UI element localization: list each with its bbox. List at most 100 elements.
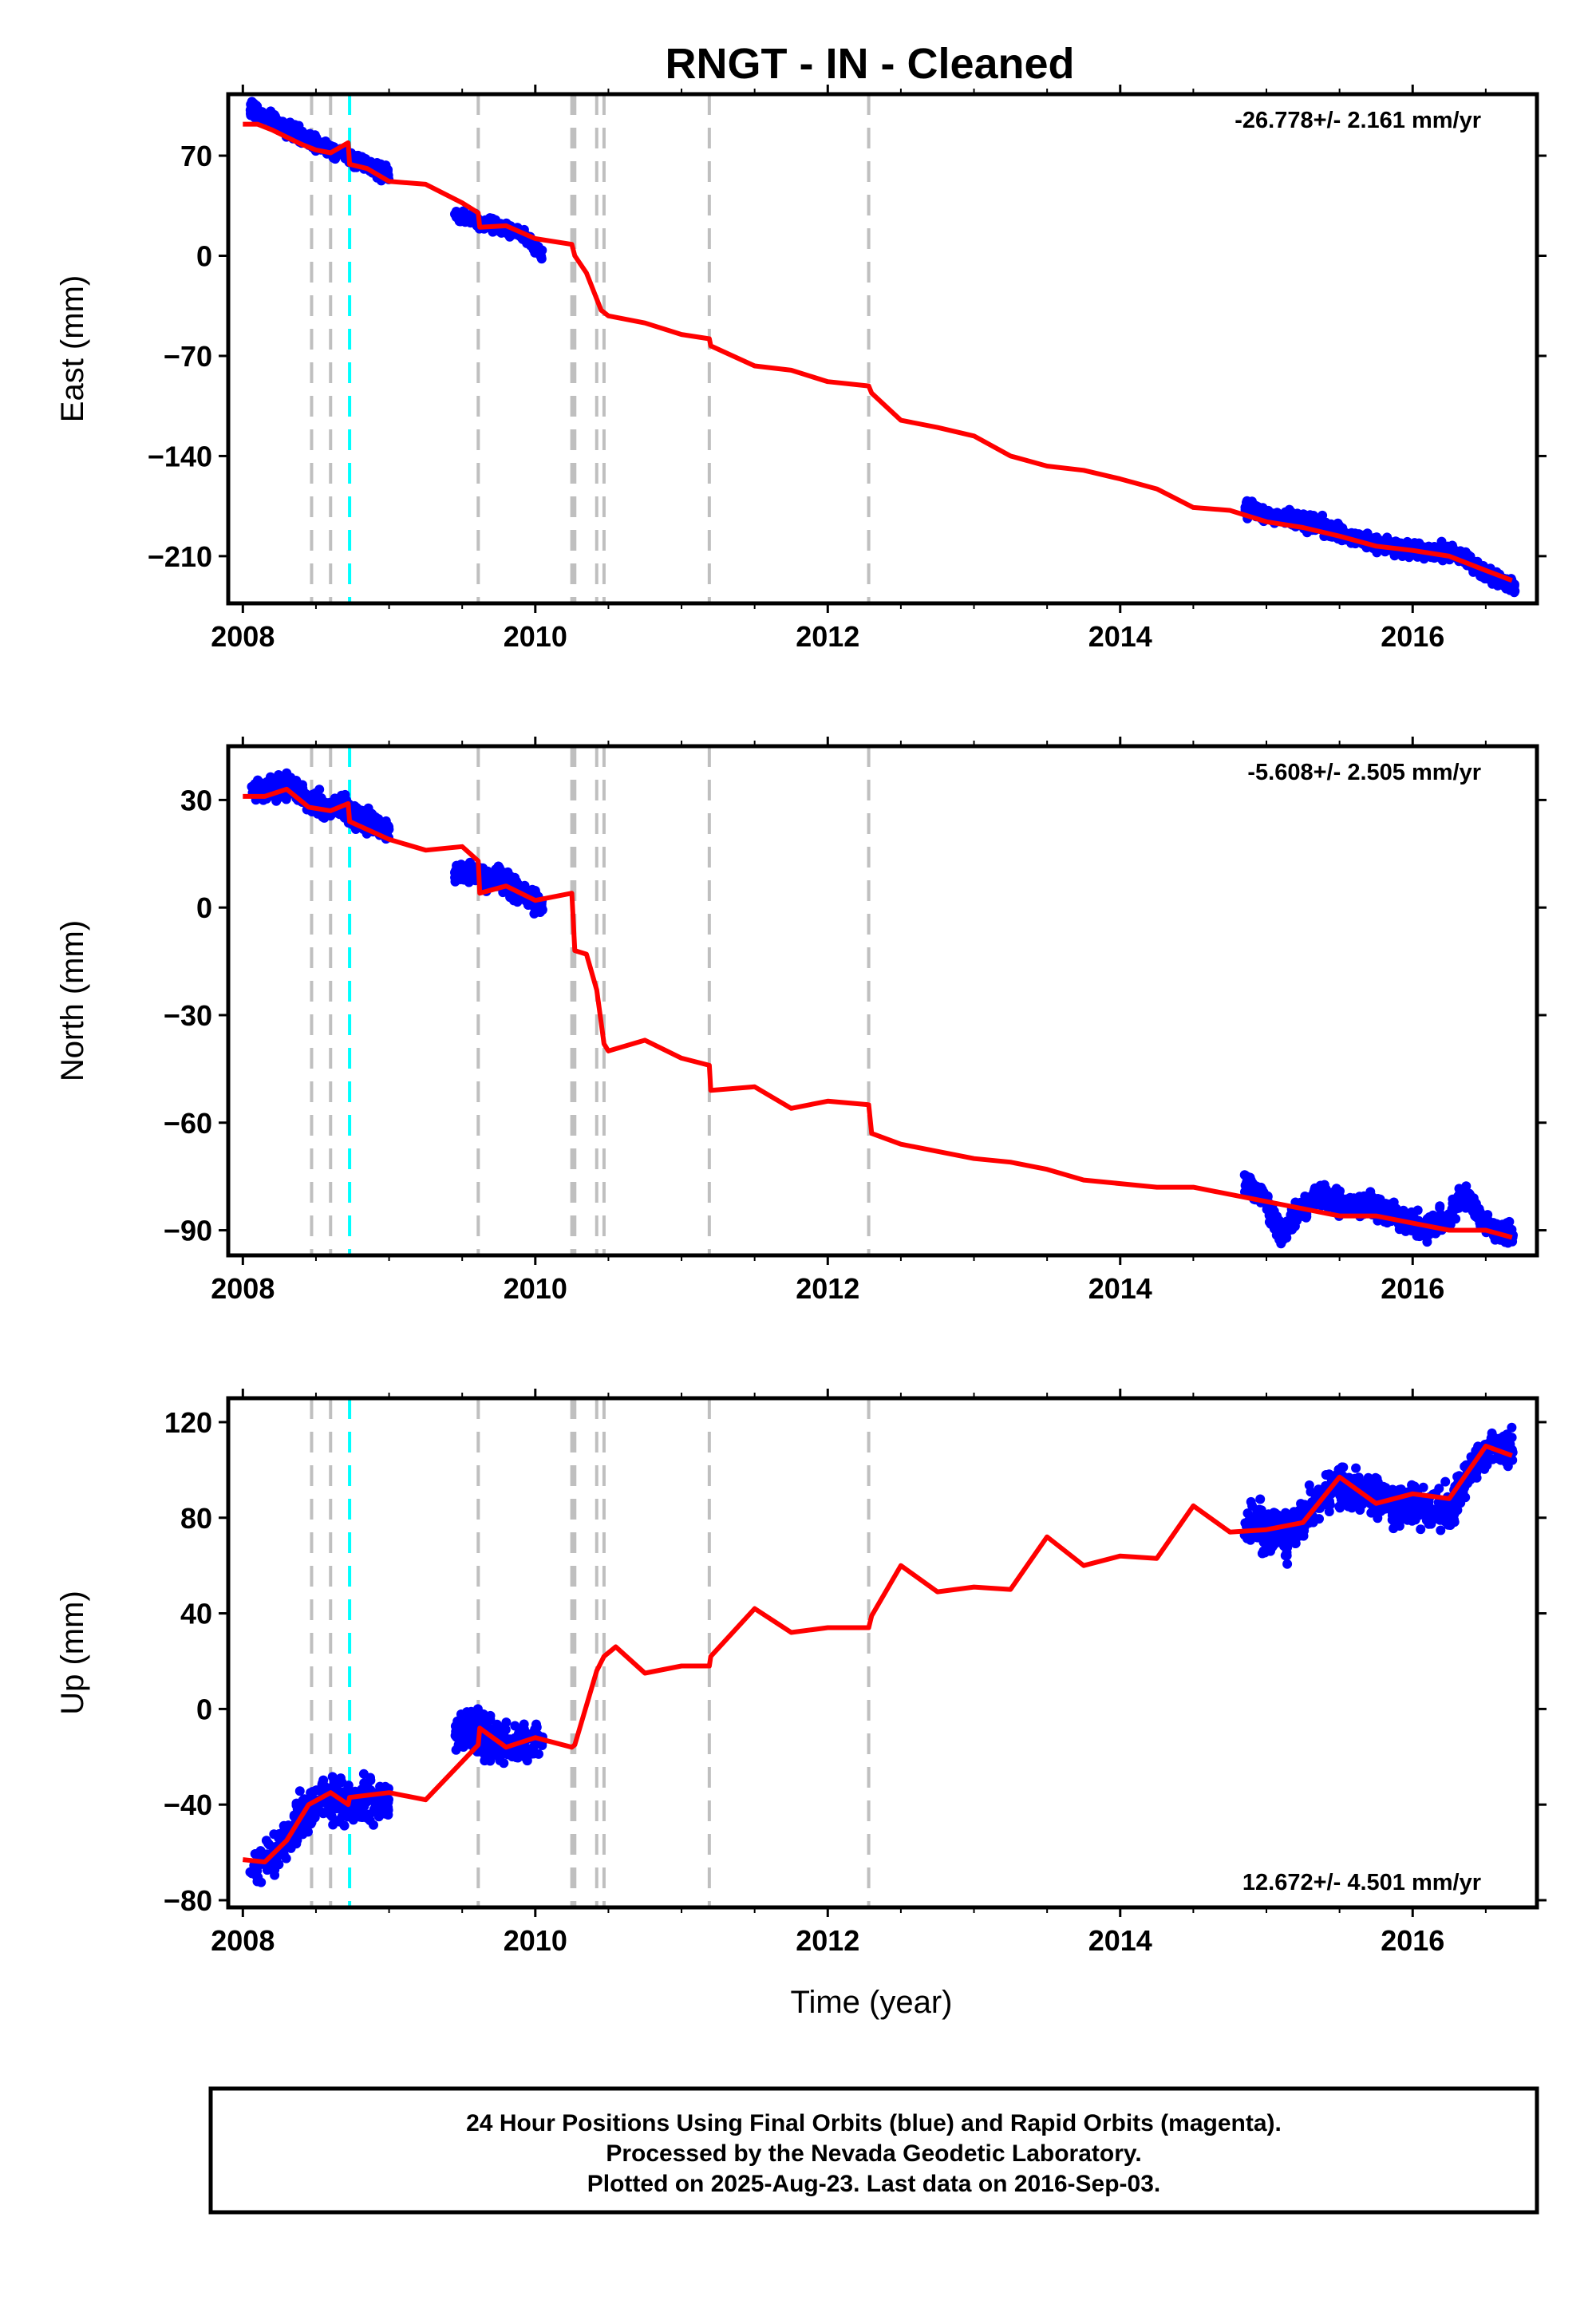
data-point	[1389, 1524, 1399, 1534]
data-point	[472, 1716, 482, 1725]
x-tick-label: 2014	[1088, 1272, 1152, 1305]
x-tick-label: 2014	[1088, 620, 1152, 653]
x-tick-label: 2008	[211, 1272, 275, 1305]
data-point	[313, 140, 323, 150]
footer-line-1: 24 Hour Positions Using Final Orbits (bl…	[466, 2110, 1282, 2136]
data-point	[1282, 1551, 1292, 1561]
data-point	[1451, 1495, 1461, 1505]
data-point	[342, 1809, 353, 1820]
data-point	[1379, 1504, 1389, 1514]
data-point	[351, 802, 361, 812]
panel-east: 2008 2010 2012 2014 2016 70 0 −70 −140 −210 East (…	[55, 85, 1547, 653]
data-point	[1391, 1203, 1401, 1214]
data-point	[381, 816, 391, 826]
data-point	[1503, 1461, 1513, 1472]
panels: 2008 2010 2012 2014 2016 70 0 −70 −140 −210 East (…	[55, 85, 1547, 1957]
data-point	[507, 873, 517, 883]
data-point	[348, 1815, 358, 1825]
x-axis-label: Time (year)	[791, 1985, 953, 2020]
data-point	[535, 248, 546, 259]
data-point	[1416, 1524, 1426, 1535]
data-point	[464, 215, 475, 226]
y-tick-label: 0	[196, 1693, 212, 1725]
data-point	[499, 1758, 509, 1769]
data-point	[271, 778, 281, 788]
data-point	[1449, 1515, 1459, 1525]
model-fit-line	[243, 786, 1513, 1240]
data-point	[510, 1721, 520, 1731]
data-point	[252, 1876, 263, 1887]
data-point	[1386, 1506, 1396, 1516]
data-point	[1297, 1527, 1307, 1537]
x-tick-label: 2008	[211, 1924, 275, 1957]
data-point	[461, 1739, 472, 1749]
data-point	[1349, 1206, 1359, 1216]
plot-area	[243, 746, 1518, 1255]
x-tick-label: 2010	[504, 1272, 567, 1305]
data-point	[508, 895, 519, 906]
x-tick-label: 2012	[796, 1272, 859, 1305]
data-point	[453, 1718, 464, 1729]
data-point	[1369, 1485, 1380, 1496]
data-point	[1262, 1538, 1272, 1548]
data-point	[251, 106, 261, 117]
data-point	[1295, 1506, 1306, 1516]
data-point	[494, 875, 504, 886]
data-point	[1381, 1200, 1391, 1211]
data-point	[1476, 1460, 1487, 1471]
data-point	[269, 1829, 279, 1840]
data-point	[537, 1741, 547, 1750]
data-point	[1283, 513, 1294, 523]
data-point	[1333, 1464, 1344, 1475]
velocity-label: -26.778+/- 2.161 mm/yr	[1235, 108, 1481, 133]
data-point	[493, 861, 504, 871]
data-point	[1280, 1508, 1290, 1518]
data-point	[451, 1745, 461, 1755]
data-point	[376, 159, 385, 169]
data-point	[291, 1800, 302, 1811]
y-axis-label: Up (mm)	[55, 1591, 90, 1715]
data-point	[1407, 1502, 1417, 1512]
footer-frame	[208, 2086, 1539, 2215]
data-point	[1351, 1194, 1361, 1204]
y-tick-label: 120	[164, 1406, 212, 1439]
data-point	[1274, 512, 1285, 522]
data-point	[1243, 1533, 1254, 1543]
data-point	[1306, 1198, 1316, 1208]
data-point	[1440, 1476, 1451, 1487]
data-point	[1502, 1429, 1512, 1440]
data-point	[1464, 1190, 1474, 1200]
data-point	[1259, 509, 1270, 520]
data-point	[1436, 536, 1447, 547]
y-axis-label: North (mm)	[55, 920, 90, 1081]
data-point	[493, 1751, 504, 1761]
panel-up: 2008 2010 2012 2014 2016 120 80 40 0 −40 −80 Up (mm…	[55, 1389, 1547, 1957]
x-tick-label: 2008	[211, 620, 275, 653]
y-axis-label: East (mm)	[55, 275, 90, 422]
data-point	[318, 796, 329, 807]
data-point	[1272, 1537, 1282, 1547]
data-point	[263, 778, 274, 788]
y-tick-label: −90	[164, 1215, 212, 1247]
y-tick-label: −60	[164, 1107, 212, 1140]
data-point	[294, 1829, 304, 1840]
x-tick-label: 2016	[1381, 1924, 1444, 1957]
data-point	[1490, 1235, 1500, 1245]
data-point	[1428, 1504, 1438, 1515]
data-point	[1262, 1531, 1273, 1541]
data-point	[519, 1752, 530, 1762]
data-point	[359, 1778, 369, 1788]
y-tick-label: −140	[148, 440, 212, 472]
data-point	[1472, 1472, 1482, 1483]
data-point	[1255, 1494, 1266, 1504]
plot-frame	[226, 92, 1539, 606]
data-point	[1484, 1220, 1495, 1231]
data-point	[1421, 1516, 1432, 1526]
data-point	[1457, 549, 1467, 559]
data-point	[1422, 1237, 1432, 1247]
footer-line-3: Plotted on 2025-Aug-23. Last data on 201…	[587, 2171, 1161, 2197]
y-tick-label: 70	[180, 140, 212, 172]
y-tick-label: −70	[164, 340, 212, 373]
data-point	[1445, 1501, 1456, 1512]
